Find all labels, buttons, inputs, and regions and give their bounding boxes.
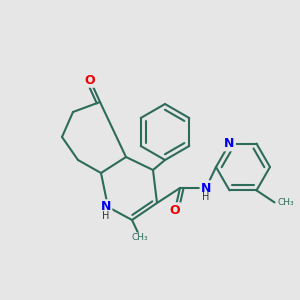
Text: O: O <box>85 74 95 86</box>
Text: N: N <box>201 182 211 194</box>
Text: H: H <box>102 211 110 221</box>
Text: N: N <box>101 200 111 214</box>
Text: CH₃: CH₃ <box>132 233 148 242</box>
Text: H: H <box>202 192 210 202</box>
Text: O: O <box>170 203 180 217</box>
Text: CH₃: CH₃ <box>278 198 294 207</box>
Text: N: N <box>224 137 235 150</box>
